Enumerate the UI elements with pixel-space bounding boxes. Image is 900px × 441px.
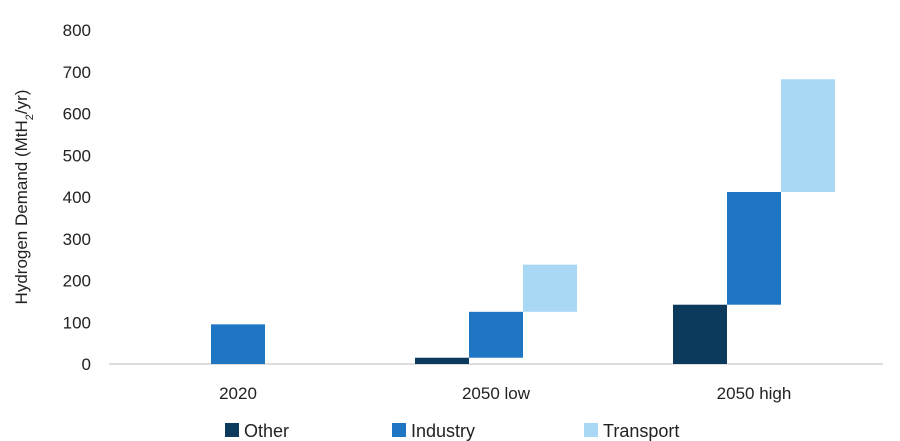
bar-transport-2050-high (781, 79, 835, 192)
legend: Other Industry Transport (225, 421, 679, 441)
y-tick-label: 0 (82, 355, 91, 374)
bar-other-2050-low (415, 357, 469, 364)
y-axis-title: Hydrogen Demand (MtH2/yr) (12, 90, 36, 305)
legend-swatch-industry (392, 423, 406, 437)
y-tick-label: 400 (63, 188, 91, 207)
legend-label-transport: Transport (603, 421, 679, 441)
x-tick-label: 2050 low (462, 384, 531, 403)
y-tick-label: 700 (63, 63, 91, 82)
bar-transport-2050-low (523, 264, 577, 312)
x-axis: 2020 2050 low 2050 high (219, 384, 791, 403)
y-tick-label: 600 (63, 105, 91, 124)
bars (211, 79, 835, 364)
legend-swatch-transport (584, 423, 598, 437)
y-tick-label: 200 (63, 272, 91, 291)
bar-industry-2020 (211, 324, 265, 364)
legend-label-industry: Industry (411, 421, 475, 441)
y-tick-label: 500 (63, 146, 91, 165)
legend-label-other: Other (244, 421, 289, 441)
bar-other-2050-high (673, 304, 727, 364)
y-tick-label: 800 (63, 21, 91, 40)
legend-swatch-other (225, 423, 239, 437)
y-tick-label: 100 (63, 313, 91, 332)
bar-industry-2050-high (727, 191, 781, 305)
y-axis: 0 100 200 300 400 500 600 700 800 (63, 21, 91, 374)
x-tick-label: 2050 high (717, 384, 792, 403)
x-tick-label: 2020 (219, 384, 257, 403)
bar-industry-2050-low (469, 311, 523, 358)
y-tick-label: 300 (63, 230, 91, 249)
